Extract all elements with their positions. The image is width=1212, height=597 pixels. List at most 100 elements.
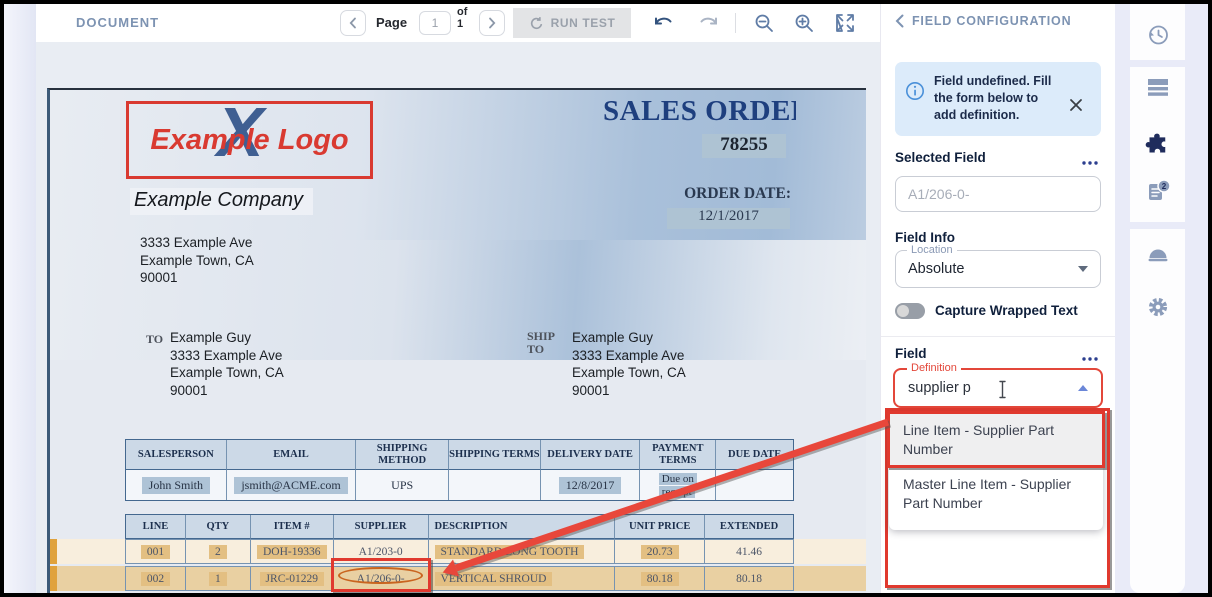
info-icon	[906, 82, 924, 100]
line-value[interactable]: 002	[140, 571, 171, 586]
close-icon	[1070, 98, 1082, 111]
unit-price-value[interactable]: 20.73	[640, 544, 679, 559]
shipping-terms-value[interactable]	[449, 470, 541, 500]
ship-to-address: Example Guy 3333 Example Ave Example Tow…	[572, 330, 686, 398]
document-viewer: DOCUMENT Page of 1 RUN TEST	[36, 4, 880, 593]
delivery-date-value[interactable]: 12/8/2017	[558, 476, 622, 494]
settings-button[interactable]	[1141, 290, 1175, 324]
document-title-clip: SALES ORDER	[603, 95, 796, 133]
capture-wrapped-text-toggle[interactable]	[895, 303, 925, 319]
icon-sidebar: 2	[1115, 4, 1208, 593]
capture-wrapped-text-label: Capture Wrapped Text	[935, 303, 1078, 318]
previous-page-button[interactable]	[340, 10, 366, 36]
sidebar-section-gap	[1130, 60, 1185, 67]
viewer-toolbar: DOCUMENT Page of 1 RUN TEST	[36, 4, 880, 42]
undo-button[interactable]	[652, 12, 676, 34]
run-test-button[interactable]: RUN TEST	[513, 8, 631, 38]
page-number-input[interactable]	[419, 11, 451, 35]
next-page-button[interactable]	[479, 10, 505, 36]
definition-input[interactable]: supplier p	[893, 368, 1103, 408]
alerts-button[interactable]	[1141, 236, 1175, 270]
order-number[interactable]: 78255	[702, 134, 786, 158]
description-value[interactable]: VERTICAL SHROUD	[434, 571, 553, 586]
undo-icon	[655, 17, 672, 25]
document-count-badge: 2	[1162, 182, 1167, 191]
shipping-method-value[interactable]: UPS	[356, 470, 450, 500]
back-chevron-icon	[895, 14, 904, 28]
documents-button[interactable]: 2	[1141, 174, 1175, 208]
bell-dome-icon	[1148, 249, 1168, 262]
company-name: Example Company	[130, 188, 313, 215]
order-date-label: ORDER DATE:	[684, 185, 791, 202]
field-menu-button[interactable]	[1081, 350, 1099, 365]
document-title: SALES ORDER	[603, 95, 796, 127]
description-value[interactable]: STANDARD LONG TOOTH	[434, 544, 585, 559]
email-value[interactable]: jsmith@ACME.com	[234, 476, 348, 494]
field-label: Field	[895, 346, 927, 361]
supplier-cell-annotation-box	[331, 558, 431, 592]
option-annotation-box	[887, 411, 1105, 468]
banner-close-button[interactable]	[1069, 87, 1083, 125]
line-items-table: LINE QTY ITEM # SUPPLIER DESCRIPTION UNI…	[125, 514, 794, 593]
field-info-label: Field Info	[895, 230, 955, 245]
gear-icon	[1148, 297, 1168, 317]
panel-header[interactable]: FIELD CONFIGURATION	[895, 14, 1071, 28]
zoom-out-icon	[755, 14, 773, 32]
order-info-value-row: John Smith jsmith@ACME.com UPS 12/8/2017…	[126, 470, 793, 500]
due-date-value[interactable]	[716, 470, 793, 500]
toggle-knob	[897, 305, 909, 317]
item-number-value[interactable]: DOH-19336	[257, 544, 327, 559]
line-value[interactable]: 001	[140, 544, 171, 559]
payment-terms-value[interactable]: Due on receipt	[658, 472, 697, 498]
item-number-value[interactable]: JRC-01229	[259, 571, 324, 586]
plugin-button[interactable]	[1141, 126, 1175, 160]
ellipsis-icon	[1082, 357, 1098, 361]
supplier-cell-circle-annotation	[338, 567, 423, 584]
location-label: Location	[907, 244, 957, 256]
history-button[interactable]	[1141, 18, 1175, 52]
extended-value[interactable]: 41.46	[736, 545, 762, 558]
zoom-in-button[interactable]	[792, 12, 816, 34]
history-icon	[1149, 25, 1168, 45]
banner-message: Field undefined. Fill the form below to …	[934, 74, 1052, 122]
line-item-row-1: 001 2 DOH-19336 A1/203-0 STANDARD LONG T…	[125, 539, 794, 564]
extended-value[interactable]: 80.18	[736, 572, 762, 585]
to-label: TO	[146, 332, 164, 346]
company-address: 3333 Example Ave Example Town, CA 90001	[140, 235, 254, 285]
page-gradient-mid	[50, 240, 866, 360]
order-info-table: SALESPERSON EMAIL SHIPPING METHOD SHIPPI…	[125, 439, 794, 501]
order-date-value[interactable]: 12/1/2017	[667, 208, 790, 229]
row-marker-icon	[50, 539, 57, 564]
field-undefined-banner: Field undefined. Fill the form below to …	[895, 62, 1101, 136]
toolbar-divider	[735, 13, 736, 33]
company-logo: Example Logo	[150, 123, 349, 156]
salesperson-value[interactable]: John Smith	[141, 476, 211, 494]
definition-dropdown: Line Item - Supplier Part Number Master …	[889, 413, 1103, 530]
redo-icon	[700, 17, 717, 25]
zoom-out-button[interactable]	[752, 12, 776, 34]
redo-button[interactable]	[696, 12, 720, 34]
row-marker-icon	[50, 566, 57, 591]
page-total: of 1	[457, 6, 468, 30]
dropdown-option-line-item[interactable]: Line Item - Supplier Part Number	[889, 413, 1103, 467]
unit-price-value[interactable]: 80.18	[640, 571, 679, 586]
location-select[interactable]: Absolute	[895, 250, 1101, 288]
fullscreen-button[interactable]	[833, 12, 857, 34]
supplier-value[interactable]: A1/203-0	[334, 540, 429, 563]
layers-button[interactable]	[1141, 70, 1175, 104]
expand-icon	[836, 14, 854, 32]
panel-divider	[881, 336, 1115, 337]
sidebar-background	[1130, 4, 1185, 593]
sales-order-page[interactable]: X Example Logo Example Company 3333 Exam…	[47, 88, 866, 593]
qty-value[interactable]: 1	[208, 571, 227, 586]
document-tab-label: DOCUMENT	[76, 15, 160, 30]
selected-field-input[interactable]	[895, 176, 1101, 212]
qty-value[interactable]: 2	[208, 544, 227, 559]
selected-field-menu-button[interactable]	[1081, 154, 1099, 169]
dropdown-option-master-line-item[interactable]: Master Line Item - Supplier Part Number	[903, 476, 1072, 511]
rows-icon	[1148, 79, 1168, 96]
ship-to-label: SHIP TO	[527, 329, 555, 356]
zoom-in-icon	[795, 14, 813, 32]
field-configuration-panel: FIELD CONFIGURATION Field undefined. Fil…	[880, 4, 1115, 593]
